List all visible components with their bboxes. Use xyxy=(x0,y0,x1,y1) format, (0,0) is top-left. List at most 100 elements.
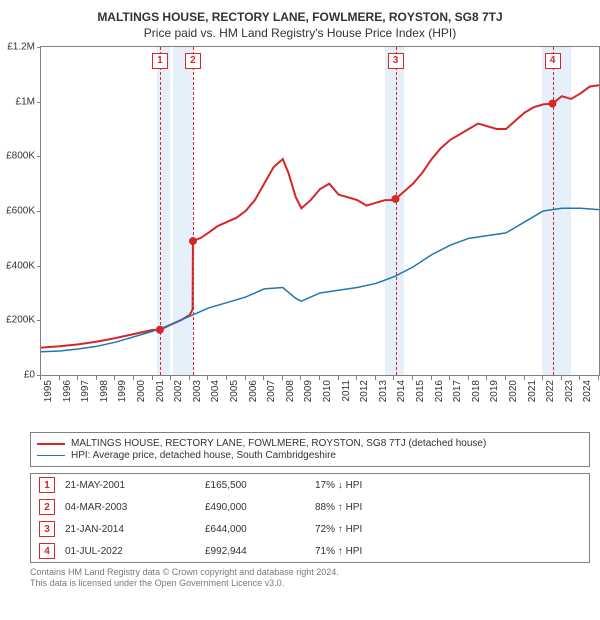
x-axis-label: 2024 xyxy=(582,380,593,402)
legend-row: MALTINGS HOUSE, RECTORY LANE, FOWLMERE, … xyxy=(37,438,583,449)
x-tick xyxy=(114,376,115,380)
table-row-date: 04-MAR-2003 xyxy=(65,502,205,513)
x-axis-label: 2003 xyxy=(192,380,203,402)
chart-title: MALTINGS HOUSE, RECTORY LANE, FOWLMERE, … xyxy=(10,10,590,24)
y-axis-label: £600K xyxy=(6,206,35,217)
x-axis-label: 1999 xyxy=(117,380,128,402)
x-axis-label: 2019 xyxy=(489,380,500,402)
series-hpi xyxy=(41,208,599,352)
y-axis-label: £1.2M xyxy=(7,42,35,53)
table-row-number: 2 xyxy=(39,499,55,515)
x-tick xyxy=(375,376,376,380)
legend-label: HPI: Average price, detached house, Sout… xyxy=(71,450,336,461)
x-axis-label: 2017 xyxy=(452,380,463,402)
x-tick xyxy=(561,376,562,380)
x-axis-label: 2004 xyxy=(210,380,221,402)
x-axis-label: 1996 xyxy=(62,380,73,402)
footer-line1: Contains HM Land Registry data © Crown c… xyxy=(30,567,590,578)
x-axis-label: 2020 xyxy=(508,380,519,402)
x-axis-label: 2005 xyxy=(229,380,240,402)
x-tick xyxy=(189,376,190,380)
y-axis-label: £800K xyxy=(6,151,35,162)
x-axis-label: 1995 xyxy=(43,380,54,402)
series-property xyxy=(41,85,599,347)
sale-point xyxy=(392,195,399,202)
sale-point xyxy=(189,238,196,245)
x-tick xyxy=(40,376,41,380)
x-axis-label: 2012 xyxy=(359,380,370,402)
x-tick xyxy=(170,376,171,380)
legend: MALTINGS HOUSE, RECTORY LANE, FOWLMERE, … xyxy=(30,432,590,467)
x-tick xyxy=(96,376,97,380)
chart-subtitle: Price paid vs. HM Land Registry's House … xyxy=(10,26,590,40)
x-axis-label: 2010 xyxy=(322,380,333,402)
x-tick xyxy=(282,376,283,380)
x-axis-label: 2006 xyxy=(248,380,259,402)
x-tick xyxy=(431,376,432,380)
x-tick xyxy=(449,376,450,380)
legend-row: HPI: Average price, detached house, Sout… xyxy=(37,450,583,461)
x-tick xyxy=(598,376,599,380)
x-axis-label: 2014 xyxy=(396,380,407,402)
table-row-price: £165,500 xyxy=(205,480,315,491)
legend-label: MALTINGS HOUSE, RECTORY LANE, FOWLMERE, … xyxy=(71,438,486,449)
x-tick xyxy=(300,376,301,380)
x-axis-label: 2002 xyxy=(173,380,184,402)
y-axis-label: £400K xyxy=(6,260,35,271)
x-axis-label: 2007 xyxy=(266,380,277,402)
x-tick xyxy=(524,376,525,380)
table-row-date: 21-JAN-2014 xyxy=(65,524,205,535)
x-axis-label: 2023 xyxy=(564,380,575,402)
table-row-number: 3 xyxy=(39,521,55,537)
sale-point xyxy=(549,100,556,107)
legend-swatch xyxy=(37,455,65,456)
x-axis-label: 2001 xyxy=(155,380,166,402)
x-tick xyxy=(245,376,246,380)
x-tick xyxy=(356,376,357,380)
x-tick xyxy=(59,376,60,380)
table-row: 1 21-MAY-2001£165,50017% ↓ HPI xyxy=(31,474,589,496)
y-axis-label: £200K xyxy=(6,315,35,326)
x-axis-label: 2013 xyxy=(378,380,389,402)
chart-area: 1234£0£200K£400K£600K£800K£1M£1.2M xyxy=(40,46,600,376)
table-row-pct: 71% ↑ HPI xyxy=(315,546,425,557)
x-axis-label: 2021 xyxy=(527,380,538,402)
sales-table: 1 21-MAY-2001£165,50017% ↓ HPI 2 04-MAR-200… xyxy=(30,473,590,563)
x-tick xyxy=(542,376,543,380)
x-axis-label: 2022 xyxy=(545,380,556,402)
table-row-price: £490,000 xyxy=(205,502,315,513)
x-axis: 1995199619971998199920002001200220032004… xyxy=(40,376,600,426)
table-row: 2 04-MAR-2003£490,00088% ↑ HPI xyxy=(31,496,589,518)
x-axis-label: 2015 xyxy=(415,380,426,402)
x-axis-label: 2009 xyxy=(303,380,314,402)
sale-marker-label: 4 xyxy=(545,53,561,69)
x-axis-label: 2008 xyxy=(285,380,296,402)
x-axis-label: 2016 xyxy=(434,380,445,402)
x-tick xyxy=(152,376,153,380)
table-row-pct: 88% ↑ HPI xyxy=(315,502,425,513)
table-row-date: 21-MAY-2001 xyxy=(65,480,205,491)
legend-swatch xyxy=(37,443,65,445)
table-row-number: 1 xyxy=(39,477,55,493)
x-tick xyxy=(393,376,394,380)
footer: Contains HM Land Registry data © Crown c… xyxy=(30,567,590,590)
sale-marker-label: 3 xyxy=(388,53,404,69)
x-axis-label: 1998 xyxy=(99,380,110,402)
x-tick xyxy=(412,376,413,380)
x-tick xyxy=(486,376,487,380)
table-row-pct: 72% ↑ HPI xyxy=(315,524,425,535)
table-row-date: 01-JUL-2022 xyxy=(65,546,205,557)
sale-marker-label: 2 xyxy=(185,53,201,69)
y-axis-label: £0 xyxy=(24,370,35,381)
x-tick xyxy=(579,376,580,380)
x-tick xyxy=(77,376,78,380)
x-tick xyxy=(207,376,208,380)
table-row-pct: 17% ↓ HPI xyxy=(315,480,425,491)
footer-line2: This data is licensed under the Open Gov… xyxy=(30,578,590,589)
x-axis-label: 2018 xyxy=(471,380,482,402)
table-row: 321-JAN-2014£644,00072% ↑ HPI xyxy=(31,518,589,540)
x-tick xyxy=(226,376,227,380)
x-tick xyxy=(505,376,506,380)
x-axis-label: 2011 xyxy=(341,380,352,402)
x-tick xyxy=(338,376,339,380)
